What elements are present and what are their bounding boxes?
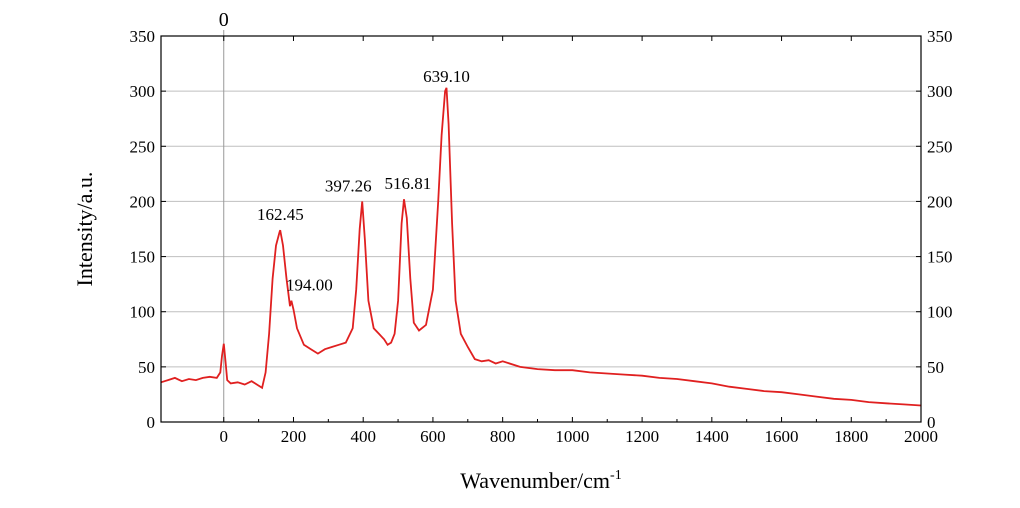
peak-label-639.10: 639.10 (423, 67, 470, 86)
x-axis-title-superscript: -1 (610, 468, 622, 483)
reference-line-label: 0 (219, 9, 229, 31)
x-tick-label-1400: 1400 (695, 427, 729, 446)
y-tick-label-100: 100 (130, 303, 156, 322)
y-tick-label-0: 0 (147, 413, 156, 432)
x-axis-title-text: Wavenumber/cm (460, 468, 610, 493)
reference-line-group: 0 (219, 9, 229, 422)
peak-annotations: 162.45 194.00 397.26 516.81 639.10 (257, 67, 470, 295)
y-tick-label-150: 150 (130, 248, 156, 267)
y-right-tick-label-150: 150 (927, 248, 953, 267)
y-right-tick-label-0: 0 (927, 413, 936, 432)
peak-label-397.26: 397.26 (325, 176, 372, 195)
plot-frame (160, 35, 922, 423)
grid-lines (161, 90, 921, 368)
y-right-tick-label-200: 200 (927, 192, 953, 211)
y-tick-label-50: 50 (138, 358, 155, 377)
peak-label-194.00: 194.00 (286, 276, 333, 295)
x-tick-label-1000: 1000 (555, 427, 589, 446)
x-tick-label-1800: 1800 (834, 427, 868, 446)
y-right-tick-label-300: 300 (927, 82, 953, 101)
series-line (160, 87, 922, 407)
y-right-tick-label-100: 100 (927, 303, 953, 322)
y-axis-title: Intensity/a.u. (72, 172, 97, 287)
peak-label-162.45: 162.45 (257, 205, 304, 224)
x-tick-label-1200: 1200 (625, 427, 659, 446)
x-tick-label-1600: 1600 (765, 427, 799, 446)
x-axis-title: Wavenumber/cm-1 (460, 468, 621, 493)
x-tick-label-800: 800 (490, 427, 516, 446)
x-tick-label-400: 400 (350, 427, 376, 446)
y-right-tick-label-350: 350 (927, 27, 953, 46)
y-right-tick-label-50: 50 (927, 358, 944, 377)
x-tick-label-2000: 2000 (904, 427, 938, 446)
y-tick-label-200: 200 (130, 192, 156, 211)
y-tick-label-250: 250 (130, 137, 156, 156)
y-right-tick-label-250: 250 (927, 137, 953, 156)
x-tick-label-600: 600 (420, 427, 446, 446)
y-tick-label-300: 300 (130, 82, 156, 101)
y-tick-label-350: 350 (130, 27, 156, 46)
x-tick-label-0: 0 (220, 427, 229, 446)
x-tick-label-200: 200 (281, 427, 307, 446)
peak-label-516.81: 516.81 (385, 174, 432, 193)
